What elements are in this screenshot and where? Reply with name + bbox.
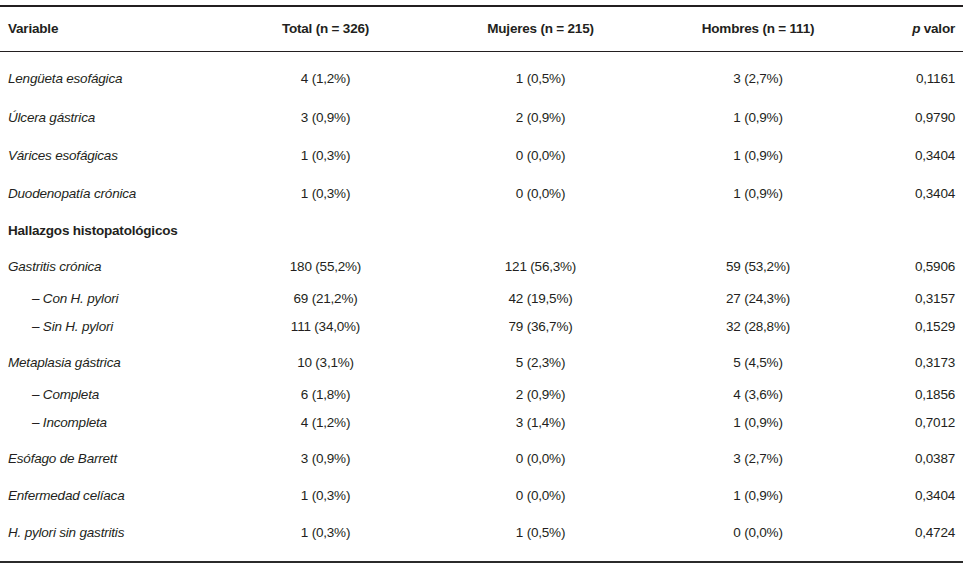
cell-p-valor: 0,1529	[868, 312, 963, 340]
cell-variable: Esófago de Barrett	[0, 436, 218, 476]
header-row: Variable Total (n = 326) Mujeres (n = 21…	[0, 6, 963, 51]
cell-total: 10 (3,1%)	[218, 340, 433, 380]
cell-variable: – Sin H. pylori	[0, 312, 218, 340]
cell-p-valor: 0,3404	[868, 136, 963, 174]
cell-hombres: 27 (24,3%)	[648, 284, 868, 312]
table-header: Variable Total (n = 326) Mujeres (n = 21…	[0, 6, 963, 51]
cell-total: 3 (0,9%)	[218, 436, 433, 476]
table-row: Gastritis crónica 180 (55,2%) 121 (56,3%…	[0, 248, 963, 284]
table-row: Esófago de Barrett 3 (0,9%) 0 (0,0%) 3 (…	[0, 436, 963, 476]
cell-mujeres: 0 (0,0%)	[433, 436, 648, 476]
table-body: Lengüeta esofágica 4 (1,2%) 1 (0,5%) 3 (…	[0, 51, 963, 562]
table-row: Duodenopatía crónica 1 (0,3%) 0 (0,0%) 1…	[0, 174, 963, 212]
cell-hombres: 0 (0,0%)	[648, 514, 868, 562]
cell-p-valor: 0,3173	[868, 340, 963, 380]
cell-p-valor: 0,1856	[868, 380, 963, 408]
cell-p-valor: 0,3404	[868, 174, 963, 212]
cell-mujeres: 5 (2,3%)	[433, 340, 648, 380]
cell-p-valor: 0,1161	[868, 51, 963, 98]
cell-hombres: 1 (0,9%)	[648, 476, 868, 514]
cell-total: 4 (1,2%)	[218, 408, 433, 436]
section-header-row: Hallazgos histopatológicos	[0, 212, 963, 248]
cell-hombres	[648, 212, 868, 248]
cell-mujeres: 0 (0,0%)	[433, 174, 648, 212]
table-row: Metaplasia gástrica 10 (3,1%) 5 (2,3%) 5…	[0, 340, 963, 380]
cell-p-valor	[868, 212, 963, 248]
cell-hombres: 59 (53,2%)	[648, 248, 868, 284]
cell-p-valor: 0,7012	[868, 408, 963, 436]
table-subrow: – Incompleta 4 (1,2%) 3 (1,4%) 1 (0,9%) …	[0, 408, 963, 436]
cell-total: 1 (0,3%)	[218, 174, 433, 212]
cell-total: 4 (1,2%)	[218, 51, 433, 98]
header-variable: Variable	[0, 6, 218, 51]
table-row: H. pylori sin gastritis 1 (0,3%) 1 (0,5%…	[0, 514, 963, 562]
cell-hombres: 4 (3,6%)	[648, 380, 868, 408]
cell-hombres: 3 (2,7%)	[648, 51, 868, 98]
table-row: Úlcera gástrica 3 (0,9%) 2 (0,9%) 1 (0,9…	[0, 98, 963, 136]
header-p-italic: p	[912, 21, 920, 36]
table-row: Lengüeta esofágica 4 (1,2%) 1 (0,5%) 3 (…	[0, 51, 963, 98]
cell-variable: Duodenopatía crónica	[0, 174, 218, 212]
cell-p-valor: 0,5906	[868, 248, 963, 284]
cell-p-valor: 0,9790	[868, 98, 963, 136]
cell-total: 6 (1,8%)	[218, 380, 433, 408]
cell-hombres: 32 (28,8%)	[648, 312, 868, 340]
cell-mujeres: 79 (36,7%)	[433, 312, 648, 340]
header-p-rest: valor	[920, 21, 955, 36]
cell-hombres: 3 (2,7%)	[648, 436, 868, 476]
cell-variable: H. pylori sin gastritis	[0, 514, 218, 562]
cell-mujeres: 0 (0,0%)	[433, 476, 648, 514]
cell-variable: – Completa	[0, 380, 218, 408]
header-hombres: Hombres (n = 111)	[648, 6, 868, 51]
cell-section-title: Hallazgos histopatológicos	[0, 212, 218, 248]
cell-mujeres: 121 (56,3%)	[433, 248, 648, 284]
cell-variable: Enfermedad celíaca	[0, 476, 218, 514]
table-subrow: – Sin H. pylori 111 (34,0%) 79 (36,7%) 3…	[0, 312, 963, 340]
cell-p-valor: 0,4724	[868, 514, 963, 562]
cell-total: 1 (0,3%)	[218, 476, 433, 514]
cell-variable: Lengüeta esofágica	[0, 51, 218, 98]
cell-variable: Metaplasia gástrica	[0, 340, 218, 380]
cell-p-valor: 0,0387	[868, 436, 963, 476]
cell-mujeres: 0 (0,0%)	[433, 136, 648, 174]
cell-hombres: 1 (0,9%)	[648, 98, 868, 136]
header-mujeres: Mujeres (n = 215)	[433, 6, 648, 51]
cell-total: 1 (0,3%)	[218, 514, 433, 562]
cell-hombres: 1 (0,9%)	[648, 408, 868, 436]
cell-total: 1 (0,3%)	[218, 136, 433, 174]
header-p-valor: p valor	[868, 6, 963, 51]
cell-total: 180 (55,2%)	[218, 248, 433, 284]
cell-mujeres: 42 (19,5%)	[433, 284, 648, 312]
cell-hombres: 1 (0,9%)	[648, 136, 868, 174]
table-subrow: – Completa 6 (1,8%) 2 (0,9%) 4 (3,6%) 0,…	[0, 380, 963, 408]
cell-total: 3 (0,9%)	[218, 98, 433, 136]
header-total: Total (n = 326)	[218, 6, 433, 51]
cell-total: 69 (21,2%)	[218, 284, 433, 312]
cell-mujeres: 3 (1,4%)	[433, 408, 648, 436]
cell-hombres: 5 (4,5%)	[648, 340, 868, 380]
cell-mujeres: 2 (0,9%)	[433, 98, 648, 136]
table-row: Várices esofágicas 1 (0,3%) 0 (0,0%) 1 (…	[0, 136, 963, 174]
cell-variable: Úlcera gástrica	[0, 98, 218, 136]
cell-mujeres: 1 (0,5%)	[433, 514, 648, 562]
table-row: Enfermedad celíaca 1 (0,3%) 0 (0,0%) 1 (…	[0, 476, 963, 514]
cell-variable: – Con H. pylori	[0, 284, 218, 312]
cell-total: 111 (34,0%)	[218, 312, 433, 340]
results-table: Variable Total (n = 326) Mujeres (n = 21…	[0, 5, 963, 563]
cell-mujeres: 1 (0,5%)	[433, 51, 648, 98]
cell-total	[218, 212, 433, 248]
cell-hombres: 1 (0,9%)	[648, 174, 868, 212]
cell-mujeres: 2 (0,9%)	[433, 380, 648, 408]
cell-variable: Gastritis crónica	[0, 248, 218, 284]
cell-p-valor: 0,3404	[868, 476, 963, 514]
cell-variable: Várices esofágicas	[0, 136, 218, 174]
cell-variable: – Incompleta	[0, 408, 218, 436]
table-subrow: – Con H. pylori 69 (21,2%) 42 (19,5%) 27…	[0, 284, 963, 312]
cell-p-valor: 0,3157	[868, 284, 963, 312]
cell-mujeres	[433, 212, 648, 248]
